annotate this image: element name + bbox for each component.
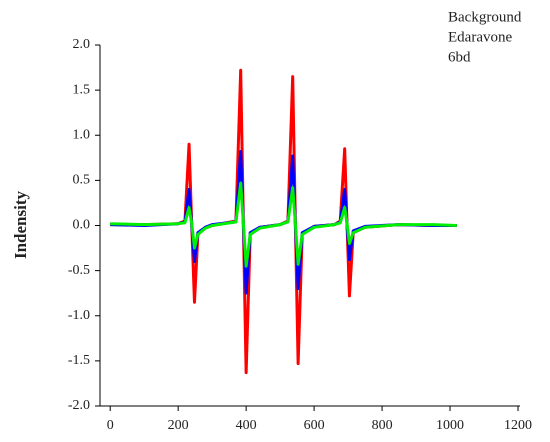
- y-tick-label: 1.0: [73, 127, 91, 142]
- x-tick-label: 200: [168, 418, 189, 433]
- y-tick-label: -1.0: [68, 308, 90, 323]
- y-tick-label: 0.0: [73, 218, 91, 233]
- y-tick-label: -0.5: [68, 263, 90, 278]
- x-tick-label: 400: [236, 418, 257, 433]
- y-tick-label: -1.5: [68, 353, 90, 368]
- x-tick-label: 1200: [504, 418, 532, 433]
- y-tick-label: 0.5: [73, 173, 91, 188]
- x-tick-label: 600: [304, 418, 325, 433]
- data-line: [110, 68, 457, 375]
- y-tick-label: -2.0: [68, 398, 90, 413]
- y-axis-title: Indensity: [11, 190, 30, 259]
- x-tick-label: 1000: [436, 418, 464, 433]
- x-tick-label: 800: [372, 418, 393, 433]
- y-tick-label: 2.0: [73, 37, 91, 52]
- legend-label: 6bd: [448, 49, 471, 65]
- data-line: [110, 181, 457, 268]
- legend-label: Background: [448, 9, 522, 25]
- x-tick-label: 0: [107, 418, 114, 433]
- y-tick-label: 1.5: [73, 82, 91, 97]
- legend-label: Edaravone: [448, 29, 512, 45]
